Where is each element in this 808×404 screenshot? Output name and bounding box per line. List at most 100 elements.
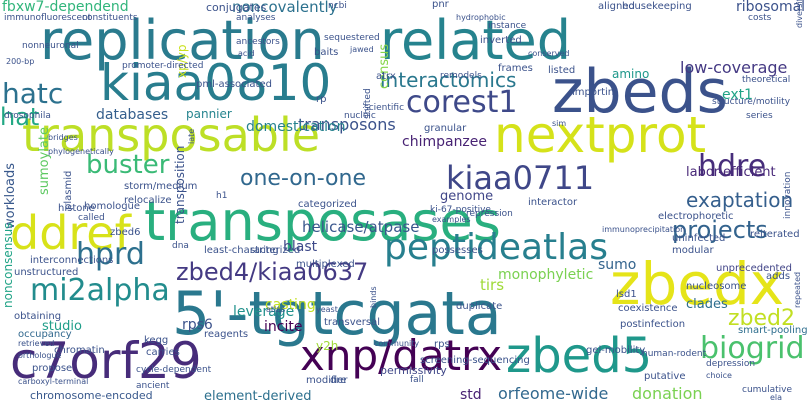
word: unstructured bbox=[14, 267, 79, 278]
word: called bbox=[78, 213, 105, 223]
word: hat bbox=[0, 103, 40, 131]
word: categorized bbox=[298, 199, 357, 210]
word: domestication bbox=[246, 119, 346, 135]
word: unprecedented bbox=[716, 263, 792, 274]
word: atrx bbox=[376, 71, 396, 82]
word: dna bbox=[172, 241, 189, 251]
word: mi2alpha bbox=[30, 273, 170, 308]
word: community bbox=[374, 339, 420, 348]
word: instance bbox=[488, 21, 527, 31]
word: zbeds bbox=[552, 57, 728, 127]
word: costs bbox=[748, 13, 772, 23]
word: least-characterized bbox=[204, 245, 301, 256]
word: relocalize bbox=[124, 195, 172, 206]
word: permissivity bbox=[380, 364, 447, 377]
word: helicase/atpase bbox=[302, 218, 420, 236]
word: listed bbox=[548, 65, 576, 76]
word: exaptation bbox=[686, 188, 794, 212]
word: ancestors bbox=[236, 37, 280, 47]
word: postinfection bbox=[620, 319, 686, 330]
word: interactomics bbox=[380, 68, 517, 92]
word: ncbi bbox=[328, 1, 347, 11]
word: rps6 bbox=[182, 317, 213, 333]
word: databases bbox=[96, 107, 169, 123]
word: std bbox=[460, 387, 482, 403]
word: low-coverage bbox=[680, 58, 788, 77]
word: interactor bbox=[528, 197, 578, 208]
word: ela bbox=[770, 393, 783, 402]
word: gel-mobility bbox=[586, 345, 646, 356]
word: baits bbox=[314, 47, 339, 58]
word: lsd1 bbox=[616, 289, 637, 300]
word: nonconsensus bbox=[1, 222, 15, 308]
word: cumulative bbox=[742, 385, 793, 395]
word: casting bbox=[265, 297, 316, 313]
word: kiaa0711 bbox=[446, 159, 595, 197]
word: h1 bbox=[216, 191, 228, 201]
word: transversal bbox=[324, 317, 381, 328]
word: structure/motility bbox=[712, 97, 791, 107]
word: conserved bbox=[528, 49, 570, 58]
word: repeated bbox=[793, 271, 802, 308]
word: aligned bbox=[598, 1, 635, 12]
word: reiterated bbox=[750, 229, 800, 240]
word: donation bbox=[632, 384, 703, 403]
word: interconnections bbox=[30, 255, 114, 266]
word: examples bbox=[432, 215, 471, 224]
word: promoter-directed bbox=[122, 61, 204, 71]
word: adds bbox=[766, 271, 791, 282]
word: workloads bbox=[3, 162, 18, 229]
word: putative bbox=[644, 371, 686, 382]
word: peptideatlas bbox=[384, 227, 608, 268]
word: xnp/datrx bbox=[300, 331, 503, 380]
word: ribosomal bbox=[736, 0, 806, 15]
word: frames bbox=[498, 63, 533, 74]
word: jawed bbox=[350, 45, 374, 54]
word: kiaa0810 bbox=[100, 54, 332, 112]
word: transposases bbox=[144, 190, 501, 253]
word: replication bbox=[40, 9, 325, 72]
word: housekeeping bbox=[622, 1, 692, 12]
word: diversification bbox=[795, 0, 804, 28]
word: propose bbox=[32, 363, 73, 374]
word: granular bbox=[424, 123, 467, 134]
word: fbxw7-dependend bbox=[2, 0, 129, 15]
word: orthologue bbox=[18, 351, 62, 360]
word: histone bbox=[58, 203, 95, 214]
word: nucleic bbox=[344, 111, 376, 121]
word: one-on-one bbox=[240, 166, 366, 191]
word: occupancy bbox=[18, 329, 72, 340]
word: duplicate bbox=[456, 301, 503, 312]
word: monophyletic bbox=[498, 267, 594, 283]
word: carboxyl-terminal bbox=[18, 377, 89, 386]
word: drosophila bbox=[4, 111, 51, 121]
word: importin bbox=[572, 87, 615, 98]
word: y2h bbox=[316, 339, 339, 353]
word: hatc bbox=[2, 77, 64, 110]
word: labor-efficient bbox=[686, 165, 776, 180]
word: phylogenetically bbox=[48, 147, 114, 156]
word: carries bbox=[146, 347, 180, 358]
word: shifted bbox=[363, 88, 373, 119]
word: pml-associated bbox=[196, 79, 272, 90]
word: census bbox=[377, 43, 392, 89]
word: genome bbox=[440, 189, 494, 204]
word: leverage bbox=[233, 304, 295, 320]
word: chromatin bbox=[54, 345, 105, 356]
word: dre bbox=[330, 375, 347, 386]
word: sumo bbox=[598, 257, 637, 273]
word: studio bbox=[42, 319, 82, 334]
word: rp bbox=[316, 94, 327, 105]
word: incite bbox=[264, 319, 303, 335]
word: string bbox=[250, 245, 279, 256]
word: ext1 bbox=[722, 87, 754, 103]
word: orfeome-wide bbox=[498, 384, 609, 403]
word: chimpanzee bbox=[402, 134, 488, 150]
word: rps bbox=[434, 339, 450, 350]
word: uninfected bbox=[672, 233, 726, 244]
word: pannier bbox=[186, 107, 232, 121]
word: buster bbox=[86, 150, 170, 180]
word: inverted bbox=[480, 35, 522, 46]
word: noncovalently bbox=[232, 0, 338, 16]
word: zbed6 bbox=[110, 227, 141, 238]
